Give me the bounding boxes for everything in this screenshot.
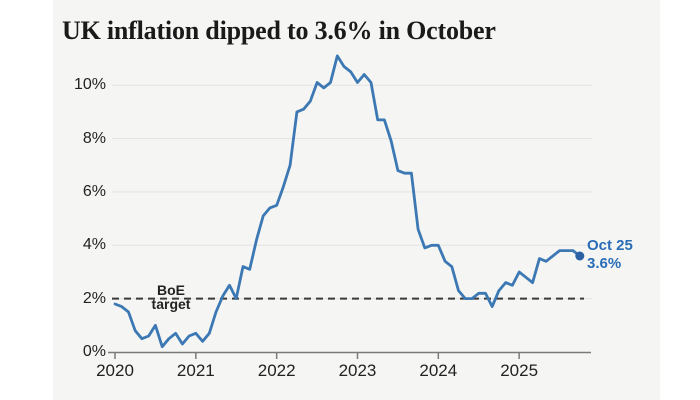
- latest-point-marker: [575, 251, 585, 261]
- annotation-date: Oct 25: [587, 237, 633, 254]
- y-axis-label: 2%: [82, 289, 106, 307]
- inflation-line: [113, 54, 582, 349]
- y-axis-label: 0%: [82, 343, 106, 360]
- x-axis-label: 2025: [500, 361, 539, 380]
- annotation-value: 3.6%: [587, 255, 622, 272]
- x-axis-label: 2020: [96, 361, 134, 380]
- y-axis-label: 4%: [82, 236, 106, 254]
- boe-target-label-line2: target: [151, 296, 191, 312]
- y-axis-label: 10%: [73, 76, 106, 94]
- y-axis-label: 8%: [82, 129, 106, 147]
- x-axis-label: 2024: [419, 361, 458, 380]
- boe-target-label-line1: BoE: [157, 282, 185, 298]
- y-axis-label: 6%: [82, 182, 106, 200]
- chart-title: UK inflation dipped to 3.6% in October: [62, 16, 496, 45]
- chart-panel-background: [53, 0, 660, 400]
- x-axis-label: 2022: [257, 361, 296, 380]
- boe-target-label: BoE target: [133, 283, 209, 311]
- x-axis-label: 2021: [176, 361, 215, 380]
- latest-point-annotation: Oct 25 3.6%: [587, 237, 633, 273]
- x-axis-label: 2023: [338, 361, 377, 380]
